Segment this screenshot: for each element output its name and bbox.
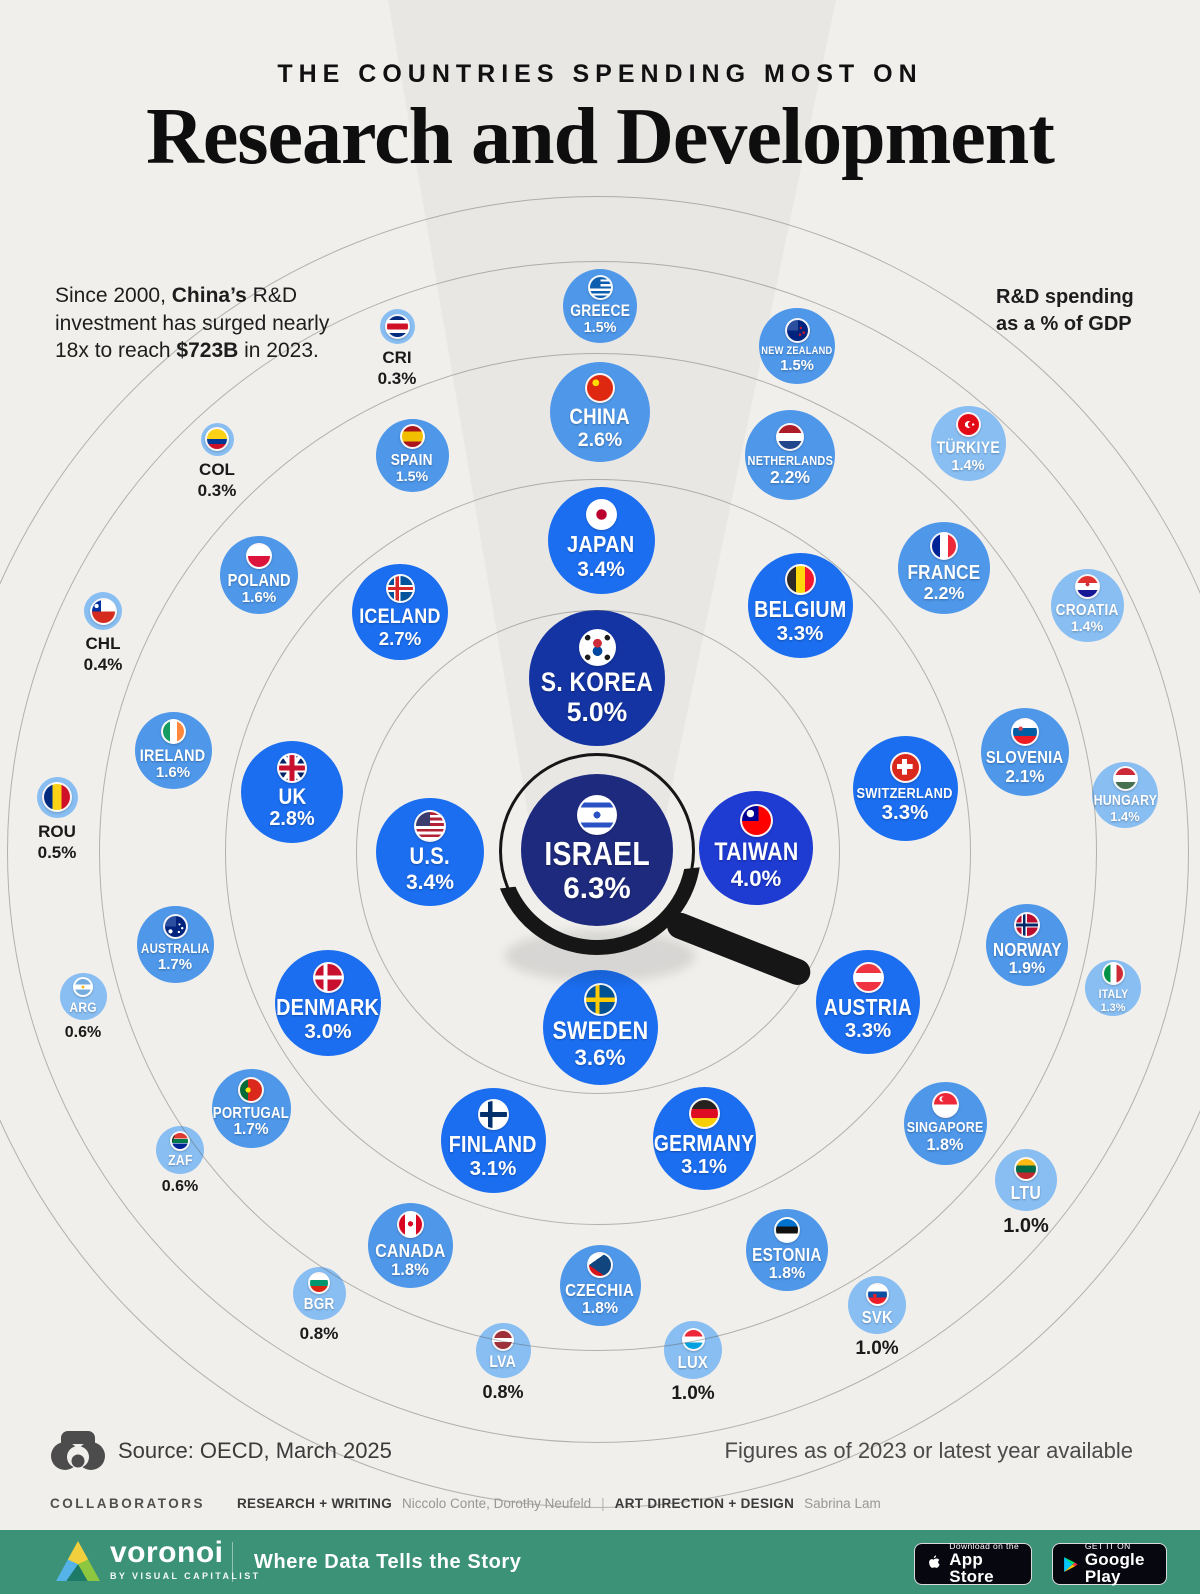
app-store-badge[interactable]: Download on the App Store — [914, 1540, 1032, 1587]
page-title: Research and Development — [146, 93, 1055, 181]
source-text: Source: OECD, March 2025 — [118, 1438, 392, 1463]
art-direction-names: Sabrina Lam — [804, 1496, 881, 1511]
app-store-badge-line2: App Store — [949, 1549, 994, 1587]
note-text: R&D investment has surged nearly 18x to … — [55, 284, 330, 363]
collaborators-row: COLLABORATORS RESEARCH + WRITING Niccolo… — [50, 1496, 1150, 1511]
google-play-badge-line2: Google Play — [1084, 1549, 1145, 1587]
brand-tagline: Where Data Tells the Story — [254, 1551, 522, 1573]
voronoi-logo-text: voronoi — [110, 1536, 224, 1569]
google-play-badge-line1: GET IT ON — [1084, 1540, 1131, 1551]
app-store-badge-line1: Download on the — [949, 1540, 1020, 1551]
note-text: Since 2000, — [55, 284, 172, 307]
brand-bar-divider — [232, 1542, 233, 1582]
source-row: Source: OECD, March 2025 Figures as of 2… — [50, 1428, 1150, 1474]
right-annotation-line1: R&D spending — [996, 286, 1134, 308]
visual-capitalist-logo-icon — [51, 1431, 105, 1470]
note-text: in 2023. — [238, 339, 319, 363]
apple-icon — [929, 1555, 940, 1568]
left-annotation: Since 2000, China’s R&D investment has s… — [55, 282, 340, 365]
google-play-badge[interactable]: GET IT ON Google Play — [1052, 1540, 1167, 1587]
research-writing-names: Niccolo Conte, Dorothy Neufeld — [402, 1496, 592, 1511]
collaborators-label: COLLABORATORS — [50, 1496, 205, 1511]
right-annotation-line2: as a % of GDP — [996, 313, 1132, 335]
kicker: THE COUNTRIES SPENDING MOST ON — [277, 60, 923, 88]
note-bold-amount: $723B — [176, 339, 239, 363]
figures-note: Figures as of 2023 or latest year availa… — [724, 1438, 1133, 1463]
orbit-ring-5 — [0, 196, 1200, 1508]
research-writing-label: RESEARCH + WRITING — [237, 1496, 393, 1511]
voronoi-logo-subtext: BY VISUAL CAPITALIST — [110, 1571, 261, 1581]
google-play-icon — [1064, 1556, 1078, 1572]
brand-bar: voronoi BY VISUAL CAPITALIST Where Data … — [0, 1530, 1200, 1594]
note-bold-china: China’s — [171, 284, 247, 307]
voronoi-wordmark: voronoi BY VISUAL CAPITALIST — [110, 1536, 261, 1582]
voronoi-logo-icon — [56, 1541, 100, 1581]
art-direction-label: ART DIRECTION + DESIGN — [614, 1496, 795, 1511]
right-annotation: R&D spending as a % of GDP — [996, 284, 1146, 338]
collab-divider: | — [601, 1496, 605, 1511]
magnifying-glass-lens-icon — [499, 753, 695, 949]
